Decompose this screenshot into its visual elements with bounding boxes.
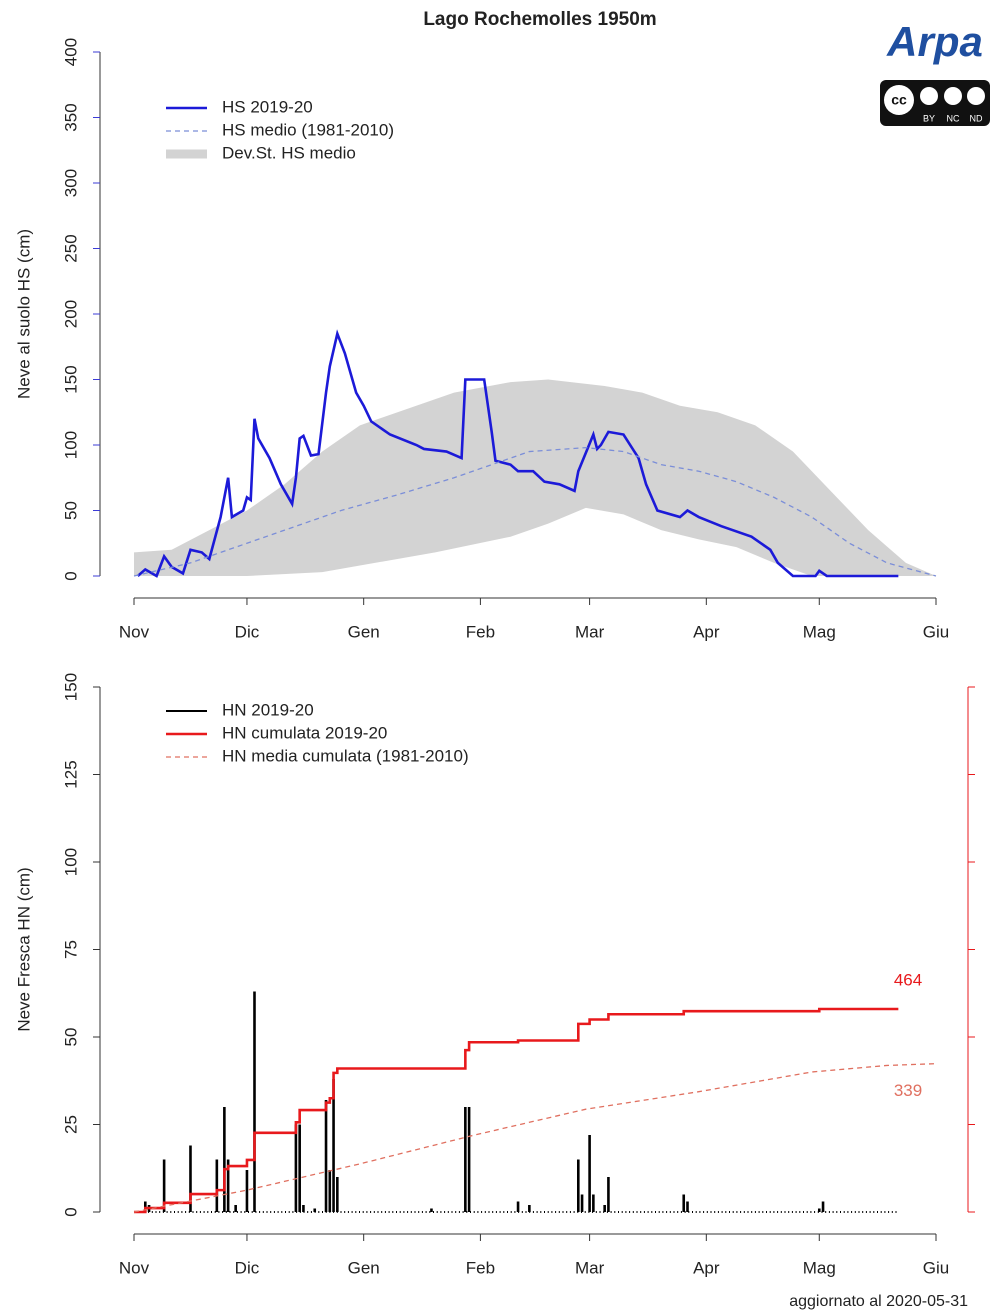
bar bbox=[215, 1159, 219, 1212]
bar bbox=[143, 1201, 147, 1212]
x-tick-label: Giu bbox=[923, 1258, 949, 1277]
y-tick-label: 250 bbox=[61, 234, 80, 262]
bar bbox=[467, 1107, 471, 1212]
y-axis-label: Neve Fresca HN (cm) bbox=[14, 867, 33, 1031]
x-tick-label: Mar bbox=[575, 1258, 605, 1277]
y-tick-label: 125 bbox=[61, 760, 80, 788]
bar bbox=[234, 1205, 237, 1212]
bar bbox=[516, 1201, 520, 1212]
series-line bbox=[133, 446, 937, 577]
y-tick-label: 350 bbox=[61, 103, 80, 131]
x-tick-label: Nov bbox=[119, 622, 150, 641]
y-tick-label: 300 bbox=[61, 169, 80, 197]
y-axis-label: Neve al suolo HS (cm) bbox=[14, 229, 33, 399]
x-tick-label: Apr bbox=[693, 1258, 720, 1277]
bar bbox=[332, 1079, 335, 1212]
logo-name: Arpa bbox=[886, 18, 983, 65]
cc-circle bbox=[884, 85, 914, 115]
series-line bbox=[136, 329, 899, 578]
legend-label: HN 2019-20 bbox=[222, 700, 314, 719]
bar bbox=[223, 1107, 226, 1212]
y-tick-label: 200 bbox=[61, 300, 80, 328]
bar bbox=[580, 1194, 584, 1212]
x-tick-label: Feb bbox=[466, 622, 495, 641]
std-band bbox=[134, 379, 936, 576]
x-tick-label: Feb bbox=[466, 1258, 495, 1277]
bar bbox=[588, 1135, 591, 1212]
x-tick-label: Nov bbox=[119, 1258, 150, 1277]
logo: Arpa cc BY NC ND bbox=[880, 18, 990, 126]
y-tick-label: 150 bbox=[61, 365, 80, 393]
bar bbox=[603, 1205, 606, 1212]
x-tick-label: Mar bbox=[575, 622, 605, 641]
bar bbox=[607, 1177, 610, 1212]
y-tick-label: 50 bbox=[61, 1028, 80, 1047]
y-tick-label: 0 bbox=[61, 1207, 80, 1216]
y-tick-label: 150 bbox=[61, 673, 80, 701]
x-tick-label: Gen bbox=[348, 622, 380, 641]
chart-title: Lago Rochemolles 1950m bbox=[423, 9, 656, 30]
bar bbox=[577, 1159, 580, 1212]
bar bbox=[245, 1170, 249, 1212]
end-value-label: 464 bbox=[894, 970, 922, 989]
y-tick-label: 25 bbox=[61, 1115, 80, 1134]
bar bbox=[226, 1159, 230, 1212]
y-tick-label: 100 bbox=[61, 431, 80, 459]
bar bbox=[430, 1208, 433, 1212]
end-value-label: 339 bbox=[894, 1081, 922, 1100]
x-tick-label: Mag bbox=[803, 622, 836, 641]
y-tick-label: 75 bbox=[61, 940, 80, 959]
bar bbox=[817, 1208, 821, 1212]
bar bbox=[686, 1201, 689, 1212]
legend-label: HS medio (1981-2010) bbox=[222, 120, 394, 139]
cc-text: cc bbox=[891, 92, 907, 108]
bar bbox=[464, 1107, 467, 1212]
cc-term: NC bbox=[947, 113, 960, 123]
bar bbox=[324, 1100, 328, 1212]
bar bbox=[592, 1194, 595, 1212]
bar bbox=[821, 1201, 825, 1212]
cc-term: BY bbox=[923, 113, 935, 123]
legend-label: HS 2019-20 bbox=[222, 97, 313, 116]
series-step bbox=[134, 1007, 899, 1214]
bar bbox=[253, 991, 256, 1212]
bar bbox=[162, 1159, 166, 1212]
bar bbox=[313, 1208, 317, 1212]
series-line bbox=[133, 1063, 937, 1213]
bar bbox=[302, 1205, 305, 1212]
x-tick-label: Apr bbox=[693, 622, 720, 641]
bar bbox=[682, 1194, 686, 1212]
bar bbox=[328, 1170, 332, 1212]
cc-icon bbox=[944, 87, 962, 105]
cc-term: ND bbox=[970, 113, 983, 123]
legend-label: HN cumulata 2019-20 bbox=[222, 723, 387, 742]
legend-label: Dev.St. HS medio bbox=[222, 143, 356, 162]
bar bbox=[528, 1205, 531, 1212]
x-tick-label: Giu bbox=[923, 622, 949, 641]
x-tick-label: Dic bbox=[235, 1258, 260, 1277]
x-tick-label: Dic bbox=[235, 622, 260, 641]
y-tick-label: 400 bbox=[61, 38, 80, 66]
y-tick-label: 0 bbox=[61, 571, 80, 580]
bar bbox=[189, 1145, 192, 1212]
bar bbox=[298, 1124, 301, 1212]
cc-icon bbox=[967, 87, 985, 105]
x-tick-label: Gen bbox=[348, 1258, 380, 1277]
cc-icon bbox=[920, 87, 938, 105]
x-tick-label: Mag bbox=[803, 1258, 836, 1277]
legend-label: HN media cumulata (1981-2010) bbox=[222, 746, 469, 765]
y-tick-label: 50 bbox=[61, 501, 80, 520]
bar bbox=[336, 1177, 339, 1212]
bar bbox=[294, 1124, 298, 1212]
y-tick-label: 100 bbox=[61, 848, 80, 876]
footer: aggiornato al 2020-05-31 bbox=[789, 1293, 968, 1310]
